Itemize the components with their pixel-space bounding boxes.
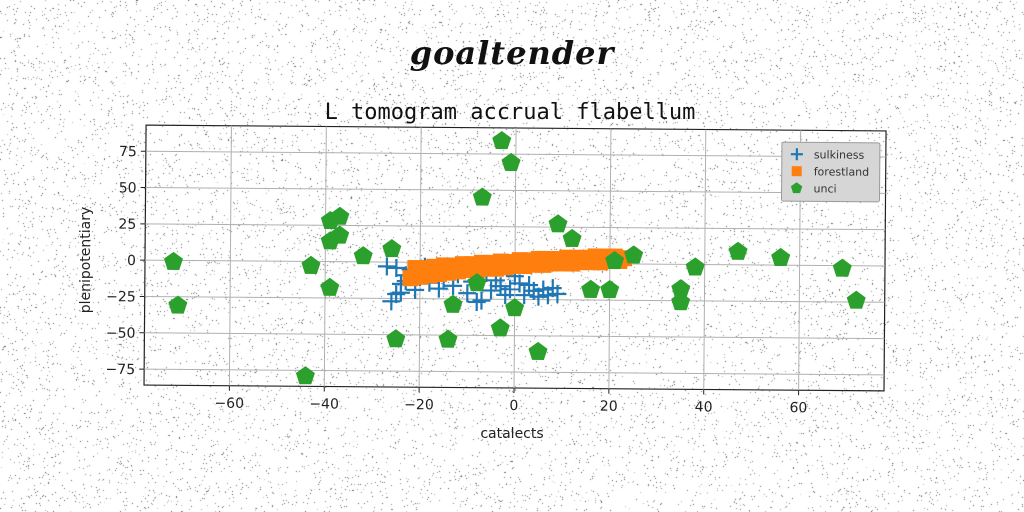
unci-point: [443, 294, 463, 313]
y-gridline: [145, 223, 886, 231]
legend-box: [781, 141, 881, 203]
sulkiness-point: [501, 280, 520, 299]
unci-point: [771, 247, 791, 267]
legend-label: unci: [814, 182, 837, 195]
sulkiness-point: [387, 258, 406, 277]
y-tick-label: 50: [119, 180, 137, 196]
y-tick-label: −25: [106, 289, 136, 305]
sulkiness-point: [387, 285, 406, 304]
unci-point: [548, 214, 568, 233]
sulkiness-point: [458, 284, 477, 303]
legend-label: forestland: [814, 165, 870, 178]
axis-ticks: −60 −40 −20 0 20 40 60 −75 −50 −25 0 25 50 75: [106, 144, 808, 416]
unci-point: [295, 366, 315, 385]
x-tick-label: 0: [509, 398, 518, 414]
unci-point: [353, 246, 373, 265]
sulkiness-point: [529, 287, 548, 306]
y-tick-label: −50: [106, 325, 136, 341]
y-tick-label: 25: [118, 217, 136, 233]
unci-point: [685, 257, 705, 276]
y-gridline: [145, 150, 886, 158]
unci-point: [624, 245, 644, 264]
series-unci: [164, 130, 866, 385]
x-gridline: [323, 126, 327, 387]
chart-title: L tomogram accrual flabellum: [325, 100, 696, 125]
unci-point: [492, 130, 512, 150]
unci-point: [671, 279, 691, 298]
y-gridline: [144, 332, 885, 340]
sulkiness-point: [510, 274, 529, 293]
sulkiness-point: [491, 277, 510, 296]
x-tick-label: 60: [789, 400, 807, 416]
unci-point: [605, 250, 625, 270]
unci-point: [505, 298, 525, 317]
legend-marker-sulkiness: [790, 148, 803, 161]
sulkiness-point: [548, 284, 567, 303]
sulkiness-point: [377, 257, 396, 276]
y-tick-label: −75: [106, 362, 136, 378]
y-gridline: [145, 187, 886, 194]
unci-point: [600, 279, 620, 299]
unci-point: [301, 255, 321, 274]
sulkiness-point: [467, 292, 486, 312]
unci-point: [728, 241, 748, 260]
x-tick-label: −20: [404, 397, 434, 413]
sulkiness-point: [538, 286, 557, 305]
sulkiness-point: [382, 292, 401, 311]
unci-point: [832, 258, 852, 277]
unci-point: [490, 318, 510, 337]
unci-point: [168, 295, 188, 314]
unci-point: [320, 277, 340, 296]
unci-point: [467, 273, 487, 292]
unci-point: [581, 279, 601, 298]
x-gridline: [228, 125, 232, 386]
x-gridline: [418, 127, 422, 388]
sulkiness-point: [391, 283, 410, 302]
y-tick-label: 75: [119, 144, 137, 160]
x-tick-label: 40: [695, 399, 713, 415]
unci-point: [330, 225, 350, 244]
legend-marker-forestland: [791, 166, 802, 177]
unci-point: [671, 292, 691, 311]
unci-point: [438, 329, 458, 348]
x-gridline: [703, 129, 707, 390]
legend-marker-unci: [790, 182, 803, 194]
figure-suptitle: goaltender: [409, 34, 615, 72]
unci-point: [501, 152, 521, 172]
unci-point: [330, 206, 350, 225]
unci-point: [472, 187, 492, 206]
sulkiness-point: [472, 291, 491, 310]
x-axis-label: catalects: [480, 426, 543, 442]
series-layer: [164, 130, 866, 385]
unci-point: [382, 239, 402, 258]
unci-point: [528, 341, 548, 361]
sulkiness-point: [515, 286, 534, 305]
x-tick-label: 20: [600, 399, 618, 415]
unci-point: [846, 290, 866, 309]
unci-point: [386, 329, 406, 348]
unci-point: [562, 228, 582, 247]
sulkiness-point: [429, 279, 448, 298]
legend-label: sulkiness: [814, 148, 865, 161]
x-tick-label: −60: [214, 396, 244, 412]
x-tick-label: −40: [309, 396, 339, 412]
y-gridline: [144, 368, 885, 376]
series-forestland: [402, 248, 633, 287]
unci-point: [164, 251, 184, 270]
y-tick-label: 0: [127, 253, 136, 269]
y-axis-label: plenipotentiary: [78, 207, 94, 314]
legend: sulkiness forestland unci: [781, 141, 881, 203]
sulkiness-point: [482, 281, 501, 300]
